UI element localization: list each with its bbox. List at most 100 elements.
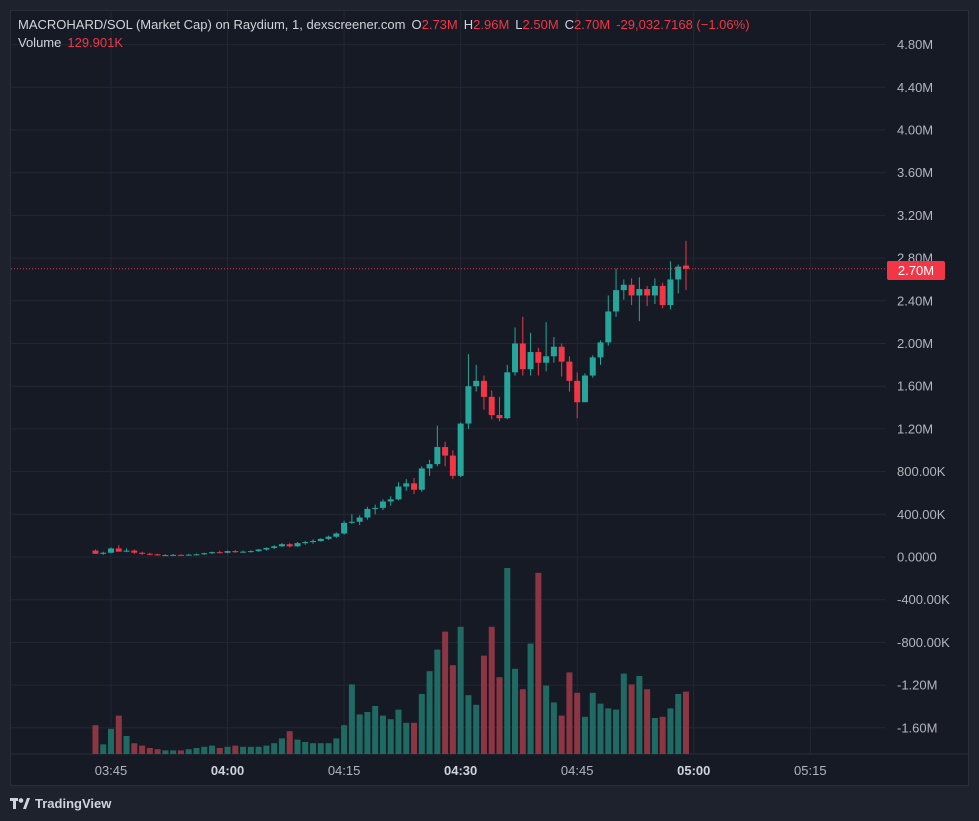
- candle-body: [411, 483, 418, 490]
- last-price-tag: 2.70M: [887, 261, 945, 280]
- candle-body: [224, 551, 231, 553]
- x-tick-label: 04:45: [561, 763, 594, 778]
- candle: [519, 316, 526, 376]
- candle: [558, 343, 565, 377]
- candle-body: [566, 361, 573, 381]
- candle: [372, 504, 379, 515]
- candle: [240, 550, 247, 553]
- tradingview-brand[interactable]: TradingView: [10, 796, 111, 811]
- volume-bar: [457, 626, 464, 754]
- candle-body: [636, 289, 643, 296]
- low-value: 2.50M: [522, 17, 559, 32]
- volume-bar: [550, 702, 557, 754]
- candle-body: [628, 284, 635, 296]
- candle: [473, 364, 480, 392]
- candle-body: [426, 464, 433, 469]
- y-axis[interactable]: 4.80M4.40M4.00M3.60M3.20M2.80M2.40M2.00M…: [897, 37, 950, 735]
- candle: [162, 554, 169, 557]
- volume-bar: [356, 714, 363, 754]
- candle-body: [341, 522, 348, 534]
- volume-bar: [512, 668, 519, 754]
- volume-bar: [651, 718, 658, 754]
- y-tick-label: 2.40M: [897, 293, 933, 308]
- volume-bar: [108, 728, 114, 754]
- candle: [550, 337, 557, 363]
- candle-body: [139, 552, 146, 554]
- candle: [628, 278, 635, 306]
- volume-bar: [574, 692, 581, 754]
- candle: [620, 279, 627, 300]
- candle: [465, 354, 472, 429]
- candle-body: [519, 343, 526, 370]
- x-tick-label: 04:30: [444, 763, 477, 778]
- volume-bar: [403, 722, 410, 754]
- candle-body: [356, 517, 363, 522]
- volume-bar: [92, 725, 99, 754]
- volume-layer: [92, 568, 689, 754]
- candle: [333, 532, 340, 538]
- volume-bar: [100, 744, 107, 754]
- y-tick-label: -400.00K: [897, 592, 950, 607]
- volume-bar: [418, 694, 425, 754]
- volume-bar: [675, 694, 682, 754]
- candle: [605, 295, 612, 346]
- candle-body: [442, 447, 449, 456]
- volume-bar: [146, 748, 153, 754]
- candle-body: [512, 343, 519, 373]
- volume-bar: [395, 709, 402, 754]
- x-axis[interactable]: 03:45 04:00 04:15 04:30 04:45 05:00 05:15: [95, 763, 827, 778]
- volume-bar: [162, 750, 169, 754]
- candle: [271, 545, 278, 549]
- candle-body: [535, 352, 542, 363]
- y-tick-label: 3.60M: [897, 165, 933, 180]
- candle-body: [193, 554, 200, 556]
- candle-body: [310, 540, 317, 543]
- volume-bar: [543, 685, 550, 754]
- candle: [449, 450, 456, 480]
- volume-bar: [177, 750, 184, 754]
- volume-bar: [411, 722, 418, 754]
- candle: [146, 552, 153, 556]
- volume-bar: [201, 746, 208, 754]
- candle-body: [527, 352, 534, 370]
- high-value: 2.96M: [473, 17, 510, 32]
- candle: [115, 545, 122, 552]
- volume-bar: [519, 689, 526, 754]
- candle-body: [271, 546, 278, 548]
- close-value: 2.70M: [574, 17, 611, 32]
- open-value: 2.73M: [421, 17, 458, 32]
- volume-bar: [387, 719, 394, 754]
- volume-bar: [597, 703, 604, 754]
- candle: [224, 550, 231, 554]
- candle: [302, 540, 309, 545]
- candle: [488, 390, 495, 420]
- candle-body: [550, 346, 557, 357]
- volume-bar: [310, 743, 317, 754]
- candle: [341, 520, 348, 535]
- y-tick-label: 4.40M: [897, 80, 933, 95]
- candle: [123, 548, 130, 553]
- candle-body: [154, 554, 161, 556]
- x-tick-label: 04:00: [211, 763, 244, 778]
- candle: [247, 550, 254, 553]
- candle-body: [418, 468, 425, 490]
- low-label: L: [515, 17, 523, 32]
- volume-bar: [644, 689, 651, 754]
- brand-name: TradingView: [35, 796, 112, 811]
- candle-body: [286, 544, 293, 547]
- candle: [535, 347, 542, 376]
- candle: [193, 553, 200, 556]
- close-label: C: [564, 17, 575, 32]
- candle-body: [108, 548, 114, 553]
- volume-bar: [348, 684, 355, 754]
- candle: [209, 551, 216, 555]
- volume-bar: [278, 738, 285, 754]
- volume-bar: [558, 715, 565, 754]
- volume-bar: [442, 631, 449, 754]
- candle-body: [613, 290, 620, 312]
- volume-bar: [232, 745, 239, 754]
- volume-bar: [139, 745, 146, 754]
- candle-body: [364, 508, 371, 518]
- volume-bar: [302, 742, 309, 754]
